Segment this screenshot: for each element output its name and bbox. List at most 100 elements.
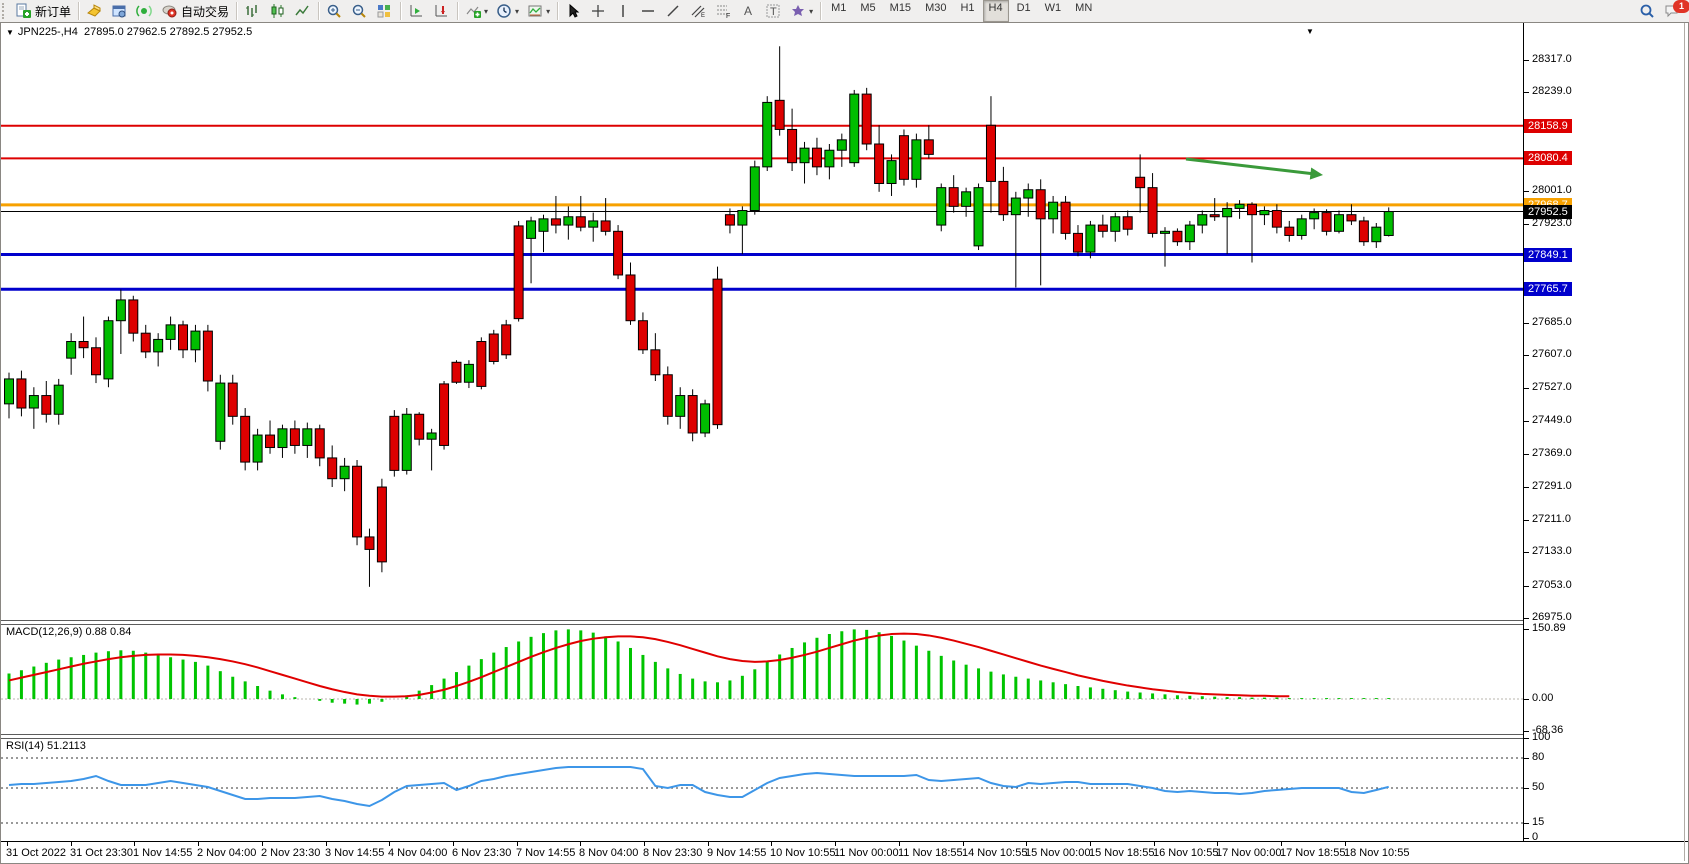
periods-button[interactable]: ▾: [492, 0, 523, 22]
price-tick: [1524, 92, 1529, 93]
vline-button[interactable]: [611, 0, 636, 22]
chevron-down-icon[interactable]: ▾: [809, 6, 814, 16]
fibonacci-icon: F: [715, 3, 732, 19]
time-axis[interactable]: 31 Oct 2022 31 Oct 23:30 1 Nov 14:55 2 Nov …: [1, 841, 1688, 862]
text-button[interactable]: A: [736, 0, 761, 22]
price-tick: [1524, 323, 1529, 324]
autoscroll-button[interactable]: [404, 0, 429, 22]
price-tick: [1524, 487, 1529, 488]
price-tick: [1524, 738, 1529, 739]
rsi-scale-label: 0: [1532, 831, 1539, 843]
timeframe-button-h4[interactable]: H4: [982, 0, 1009, 22]
time-tick-label: 6 Nov 23:30: [452, 847, 512, 859]
time-tick-label: 1 Nov 14:55: [133, 847, 193, 859]
chart-shift-icon: [433, 3, 450, 19]
chevron-down-icon[interactable]: ▼: [6, 28, 14, 37]
autoscroll-icon: [408, 3, 425, 19]
time-tick-label: 15 Nov 00:00: [1025, 847, 1091, 859]
notifications-button[interactable]: 1: [1660, 0, 1689, 22]
crosshair-button[interactable]: [586, 0, 611, 22]
navigator-button[interactable]: [107, 0, 132, 22]
chevron-down-icon[interactable]: ▾: [546, 6, 551, 16]
trendline-button[interactable]: [661, 0, 686, 22]
tile-windows-button[interactable]: [372, 0, 397, 22]
zoom-out-button[interactable]: [347, 0, 372, 22]
time-tick: [326, 842, 327, 846]
line-chart-icon: [294, 3, 311, 19]
timeframe-button-m30[interactable]: M30: [925, 2, 947, 14]
chart-candles-button[interactable]: [265, 0, 290, 22]
label-button[interactable]: T: [761, 0, 786, 22]
channel-button[interactable]: E: [686, 0, 711, 22]
timeframe-button-m15[interactable]: M15: [889, 2, 912, 14]
chevron-down-icon[interactable]: ▾: [515, 6, 520, 16]
time-tick: [1281, 842, 1282, 846]
vline-icon: [615, 3, 632, 19]
shapes-button[interactable]: ▾: [786, 0, 817, 22]
price-tick: [1524, 454, 1529, 455]
time-tick-label: 2 Nov 23:30: [261, 847, 321, 859]
toolbar-separator: [557, 2, 559, 20]
toolbar-grip[interactable]: [2, 3, 9, 19]
hline-icon: [640, 3, 657, 19]
chart-window[interactable]: ▼ JPN225-,H4 27895.0 27962.5 27892.5 2795…: [0, 22, 1689, 864]
timeframe-button-d1[interactable]: D1: [1016, 2, 1031, 14]
timeframe-button-h1[interactable]: H1: [960, 2, 975, 14]
candles-chart-icon: [269, 3, 286, 19]
zoom-in-button[interactable]: [322, 0, 347, 22]
price-tick-label: 27685.0: [1532, 316, 1572, 328]
price-tick-label: 26975.0: [1532, 611, 1572, 623]
new-order-button[interactable]: 新订单: [11, 0, 75, 22]
chart-bars-button[interactable]: [240, 0, 265, 22]
price-tick-label: 28239.0: [1532, 85, 1572, 97]
fibonacci-button[interactable]: F: [711, 0, 736, 22]
timeframe-button-mn[interactable]: MN: [1075, 2, 1093, 14]
time-tick: [835, 842, 836, 846]
panel-splitter-macd[interactable]: [1, 620, 1523, 625]
price-axis[interactable]: 28317.0 28239.0 28001.0 27923.0 27685.0 27607…: [1523, 23, 1684, 843]
search-button[interactable]: [1635, 0, 1660, 22]
price-tick-label: 27607.0: [1532, 348, 1572, 360]
chart-shift-button[interactable]: [429, 0, 454, 22]
chevron-down-icon[interactable]: ▾: [484, 6, 489, 16]
autotrade-button[interactable]: 自动交易: [157, 0, 233, 22]
timeframe-button-m5[interactable]: M5: [860, 2, 876, 14]
time-tick: [1026, 842, 1027, 846]
panel-splitter-rsi[interactable]: [1, 734, 1523, 739]
toolbar-separator: [236, 2, 238, 20]
hline-button[interactable]: [636, 0, 661, 22]
price-tick-label: 27211.0: [1532, 513, 1571, 525]
timeframe-button-m1[interactable]: M1: [831, 2, 847, 14]
timeframe-button-w1[interactable]: W1: [1044, 2, 1062, 14]
navigator-icon: [111, 3, 128, 19]
crosshair-icon: [590, 3, 607, 19]
rsi-scale-label: 100: [1532, 731, 1551, 743]
window-right-edge: [1684, 23, 1685, 861]
time-tick-label: 8 Nov 23:30: [643, 847, 703, 859]
new-order-icon: [15, 3, 32, 19]
indicators-button[interactable]: ▾: [461, 0, 492, 22]
time-tick: [1345, 842, 1346, 846]
chart-line-button[interactable]: [290, 0, 315, 22]
signals-button[interactable]: [132, 0, 157, 22]
price-badge-27952.5: 27952.5: [1524, 205, 1572, 219]
time-tick-label: 10 Nov 10:55: [770, 847, 836, 859]
rsi-scale-label: 15: [1532, 816, 1545, 828]
time-tick-label: 14 Nov 10:55: [962, 847, 1028, 859]
marketwatch-button[interactable]: [82, 0, 107, 22]
macd-scale-label: 0.00: [1532, 692, 1554, 704]
shapes-icon: [790, 3, 807, 19]
price-tick-label: 27923.0: [1532, 217, 1572, 229]
rsi-scale-label: 50: [1532, 781, 1545, 793]
time-tick: [1217, 842, 1218, 846]
rsi-scale-label: 80: [1532, 751, 1545, 763]
time-tick: [963, 842, 964, 846]
time-tick-label: 3 Nov 14:55: [325, 847, 385, 859]
time-tick: [644, 842, 645, 846]
search-icon: [1639, 3, 1656, 19]
price-tick: [1524, 388, 1529, 389]
chart-dropdown-arrow-icon[interactable]: ▼: [1306, 27, 1314, 36]
cursor-button[interactable]: [561, 0, 586, 22]
time-tick: [580, 842, 581, 846]
templates-button[interactable]: ▾: [523, 0, 554, 22]
